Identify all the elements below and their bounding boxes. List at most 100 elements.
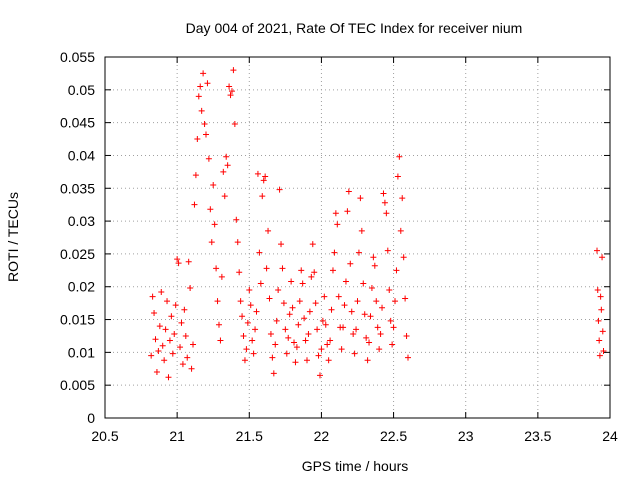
data-point [351, 350, 358, 357]
data-point [370, 254, 377, 261]
data-point [192, 172, 199, 179]
data-point [594, 287, 601, 294]
y-tick-label: 0.055 [60, 49, 95, 65]
data-point [200, 70, 207, 77]
data-point [377, 330, 384, 337]
y-tick-label: 0.02 [68, 279, 95, 295]
y-tick-label: 0.025 [60, 246, 95, 262]
data-point [275, 287, 282, 294]
data-point [379, 304, 386, 311]
data-point [599, 328, 606, 335]
data-point [159, 342, 166, 349]
x-axis-label: GPS time / hours [302, 458, 409, 474]
data-point [350, 330, 357, 337]
data-point [190, 341, 197, 348]
data-point [598, 306, 605, 313]
data-point [250, 350, 257, 357]
data-point [161, 357, 168, 364]
data-point [393, 267, 400, 274]
data-point [153, 369, 160, 376]
data-point [286, 311, 293, 318]
data-point [597, 293, 604, 300]
data-point [340, 324, 347, 331]
data-point [155, 348, 162, 355]
data-point [211, 221, 218, 228]
x-tick-label: 23.5 [524, 428, 551, 444]
data-point [184, 354, 191, 361]
data-point [364, 357, 371, 364]
data-point [335, 293, 342, 300]
data-point [371, 262, 378, 269]
data-point [201, 120, 208, 127]
data-point [278, 241, 285, 248]
data-point [247, 302, 254, 309]
data-point [367, 313, 374, 320]
data-point [380, 190, 387, 197]
data-point [316, 372, 323, 379]
data-point [373, 298, 380, 305]
data-point [243, 346, 250, 353]
data-point [596, 337, 603, 344]
data-point [164, 298, 171, 305]
data-point [263, 265, 270, 272]
data-point [348, 308, 355, 315]
data-point [179, 361, 186, 368]
data-point [299, 280, 306, 287]
data-point [259, 193, 266, 200]
data-point [168, 313, 175, 320]
data-point [257, 280, 264, 287]
data-point [400, 254, 407, 261]
data-point [174, 256, 181, 263]
data-point [403, 332, 410, 339]
data-point [308, 273, 315, 280]
data-point [345, 188, 352, 195]
data-points [148, 67, 607, 381]
data-point [324, 341, 331, 348]
data-point [217, 337, 224, 344]
data-point [292, 359, 299, 366]
data-point [249, 337, 256, 344]
data-point [321, 293, 328, 300]
data-point [374, 324, 381, 331]
x-tick-label: 21.5 [236, 428, 263, 444]
x-tick-label: 24 [602, 428, 618, 444]
data-point [215, 321, 222, 328]
data-point [280, 300, 287, 307]
data-point [169, 350, 176, 357]
data-point [228, 88, 235, 95]
data-point [304, 357, 310, 364]
y-tick-label: 0 [87, 410, 95, 426]
y-axis-label: ROTI / TECUs [5, 192, 21, 282]
data-point [363, 334, 370, 341]
data-point [262, 173, 269, 180]
data-point [214, 298, 221, 305]
data-point [231, 120, 238, 127]
data-point [332, 210, 339, 217]
data-point [344, 208, 351, 215]
data-point [254, 170, 261, 177]
data-point [295, 321, 302, 328]
data-point [188, 365, 195, 372]
data-point [240, 332, 247, 339]
data-point [198, 107, 205, 114]
data-point [210, 181, 217, 188]
data-point [178, 319, 185, 326]
y-tick-label: 0.005 [60, 377, 95, 393]
data-point [384, 247, 391, 254]
x-tick-labels: 20.5 21 21.5 22 22.5 23 23.5 24 [91, 428, 618, 444]
data-point [151, 309, 158, 316]
data-point [270, 370, 277, 377]
data-point [594, 247, 601, 254]
data-point [252, 326, 259, 333]
data-point [329, 267, 336, 274]
data-point [376, 346, 383, 353]
data-point [600, 348, 607, 355]
data-point [318, 346, 325, 353]
data-point [405, 354, 411, 361]
grid [105, 57, 610, 418]
data-point [342, 278, 349, 285]
data-point [282, 326, 289, 333]
y-tick-label: 0.035 [60, 180, 95, 196]
